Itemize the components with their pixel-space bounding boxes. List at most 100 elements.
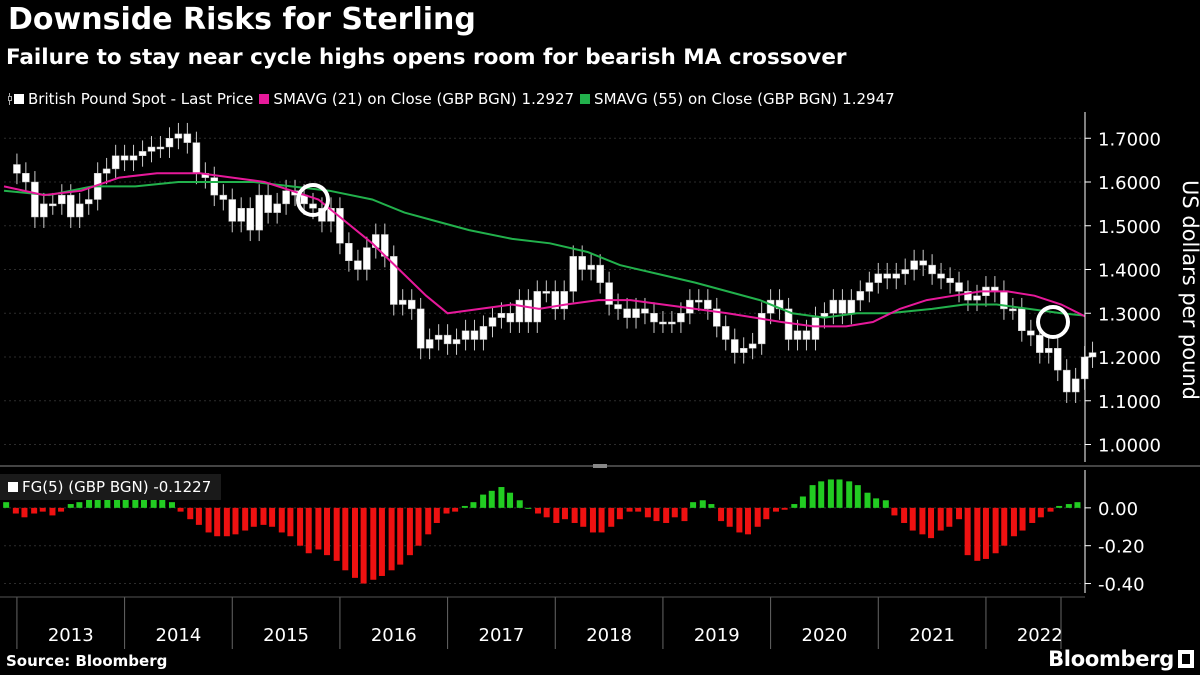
legend-item-price: British Pound Spot - Last Price	[8, 90, 253, 108]
candle-body	[928, 264, 936, 275]
year-label: 2014	[156, 625, 202, 646]
candle-body	[596, 264, 604, 283]
indicator-bar	[553, 507, 560, 523]
indicator-bar	[671, 507, 678, 518]
candle-body	[955, 282, 963, 292]
indicator-bar	[1065, 504, 1072, 508]
candle-body	[1027, 330, 1035, 336]
candle-body	[443, 334, 452, 345]
indicator-bar	[3, 502, 10, 508]
candle-body	[605, 282, 613, 305]
indicator-bar	[864, 492, 871, 508]
ytick-label: 1.3000	[1098, 304, 1161, 325]
candle-body	[102, 168, 111, 174]
year-label: 2015	[263, 625, 309, 646]
chart-title: Downside Risks for Sterling	[8, 2, 476, 37]
year-label: 2017	[479, 625, 525, 646]
sma55-line	[3, 181, 1086, 319]
indicator-bar	[561, 507, 568, 520]
indicator-bar	[580, 507, 587, 527]
candle-body	[721, 326, 730, 340]
candle-body	[434, 334, 443, 340]
candle-body	[1054, 348, 1062, 371]
indicator-bar	[260, 507, 267, 525]
indicator-bar	[498, 487, 505, 508]
candle-body	[623, 308, 631, 318]
sma21-line	[3, 172, 1086, 328]
indicator-swatch	[8, 482, 18, 492]
candle-body	[515, 299, 524, 323]
candle-body	[354, 260, 362, 270]
indicator-bar	[543, 507, 550, 518]
indicator-bar	[754, 507, 761, 527]
indicator-bar	[461, 505, 468, 508]
indicator-bar	[397, 507, 404, 565]
candle-body	[461, 330, 470, 340]
ytick-label: 1.0000	[1098, 436, 1161, 457]
candle-body	[838, 299, 847, 314]
indicator-bar	[964, 507, 971, 556]
indicator-bar	[67, 504, 74, 508]
ytick-label: -0.20	[1098, 537, 1145, 558]
indicator-label-text: FG(5) (GBP BGN) -0.1227	[22, 478, 212, 496]
ytick-label: 1.1000	[1098, 392, 1161, 413]
price-candles	[13, 122, 1097, 403]
candle-body	[560, 291, 568, 310]
indicator-bar	[378, 507, 385, 576]
panel-handle	[593, 464, 607, 468]
candle-body	[174, 133, 183, 139]
indicator-bar	[726, 507, 733, 527]
indicator-bar	[488, 490, 495, 508]
indicator-bar	[653, 507, 660, 522]
candle-body	[84, 199, 93, 205]
candle-body	[13, 164, 21, 174]
candle-body	[632, 308, 640, 318]
indicator-bar	[333, 507, 340, 561]
candle-body	[255, 194, 263, 231]
indicator-bar	[525, 507, 532, 509]
candle-body	[282, 190, 290, 205]
legend-label-price: British Pound Spot - Last Price	[28, 90, 254, 108]
candle-body	[1071, 378, 1080, 393]
indicator-bar	[956, 507, 963, 520]
indicator-bar	[928, 507, 935, 539]
candle-body	[802, 330, 811, 340]
indicator-bar	[644, 507, 651, 518]
indicator-bar	[232, 507, 239, 535]
candle-body	[22, 173, 30, 183]
candle-body	[1044, 348, 1053, 353]
candle-body	[309, 203, 317, 209]
indicator-bar	[516, 500, 523, 508]
candle-body	[847, 299, 856, 314]
candle-body	[470, 330, 479, 340]
indicator-bar	[49, 507, 56, 516]
candle-body	[650, 313, 658, 323]
candle-body	[1009, 308, 1017, 312]
indicator-bar	[772, 507, 779, 512]
indicator-bar	[708, 504, 715, 508]
candle-body	[228, 199, 237, 222]
candle-body	[704, 299, 712, 310]
candle-body	[120, 155, 129, 161]
candle-body	[156, 146, 165, 150]
candle-body	[587, 264, 595, 270]
candle-body	[551, 291, 560, 310]
candle-body	[659, 321, 667, 325]
indicator-bar	[305, 507, 312, 554]
candle-body	[75, 203, 84, 218]
year-label: 2019	[694, 625, 740, 646]
indicator-bar	[718, 507, 725, 522]
indicator-bar	[571, 507, 578, 523]
indicator-bar	[388, 507, 395, 571]
candle-body	[237, 208, 245, 222]
indicator-bar	[598, 507, 605, 533]
crossover-circle-2015	[296, 183, 330, 217]
legend-label-sma21: SMAVG (21) on Close (GBP BGN) 1.2927	[273, 90, 575, 108]
candle-body	[111, 155, 120, 170]
candle-body	[713, 308, 721, 327]
legend-swatch-sma21	[259, 94, 270, 104]
legend-label-sma55: SMAVG (55) on Close (GBP BGN) 1.2947	[594, 90, 895, 108]
candle-body	[856, 291, 865, 301]
year-label: 2016	[371, 625, 417, 646]
indicator-bar	[21, 507, 28, 518]
